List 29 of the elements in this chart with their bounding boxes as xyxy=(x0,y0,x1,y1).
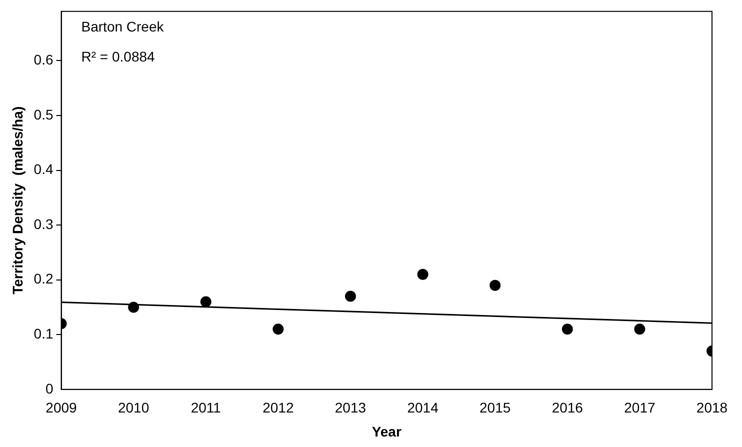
x-tick-label: 2015 xyxy=(480,400,511,416)
x-tick-label: 2012 xyxy=(262,400,294,416)
y-axis-title: Territory Density (males/ha) xyxy=(9,106,26,294)
y-tick-label: 0.2 xyxy=(34,270,54,287)
point xyxy=(562,324,573,335)
point xyxy=(490,280,501,291)
x-tick-label: 2014 xyxy=(407,400,439,416)
x-tick-label: 2011 xyxy=(190,400,222,416)
y-tick-label: 0.5 xyxy=(34,106,54,122)
point xyxy=(417,268,428,280)
point xyxy=(200,296,212,308)
y-tick-label: 0.6 xyxy=(34,52,54,68)
annotation: R² = 0.0884 xyxy=(81,48,156,64)
x-tick-label: 2017 xyxy=(624,400,656,416)
x-axis-title: Year xyxy=(372,423,402,440)
point xyxy=(634,324,646,335)
point xyxy=(272,324,284,335)
y-tick-label: 0 xyxy=(45,380,54,396)
point xyxy=(128,302,140,313)
x-tick-label: 2013 xyxy=(334,400,366,416)
point xyxy=(344,290,356,302)
x-tick-label: 2016 xyxy=(552,400,584,416)
y-tick-label: 0.1 xyxy=(34,325,54,342)
y-tick-label: 0.3 xyxy=(34,216,54,232)
annotation: Barton Creek xyxy=(81,18,165,34)
x-tick-label: 2009 xyxy=(46,400,78,416)
y-tick-label: 0.4 xyxy=(34,161,54,178)
x-tick-label: 2018 xyxy=(696,400,728,416)
x-tick-label: 2010 xyxy=(118,400,150,416)
